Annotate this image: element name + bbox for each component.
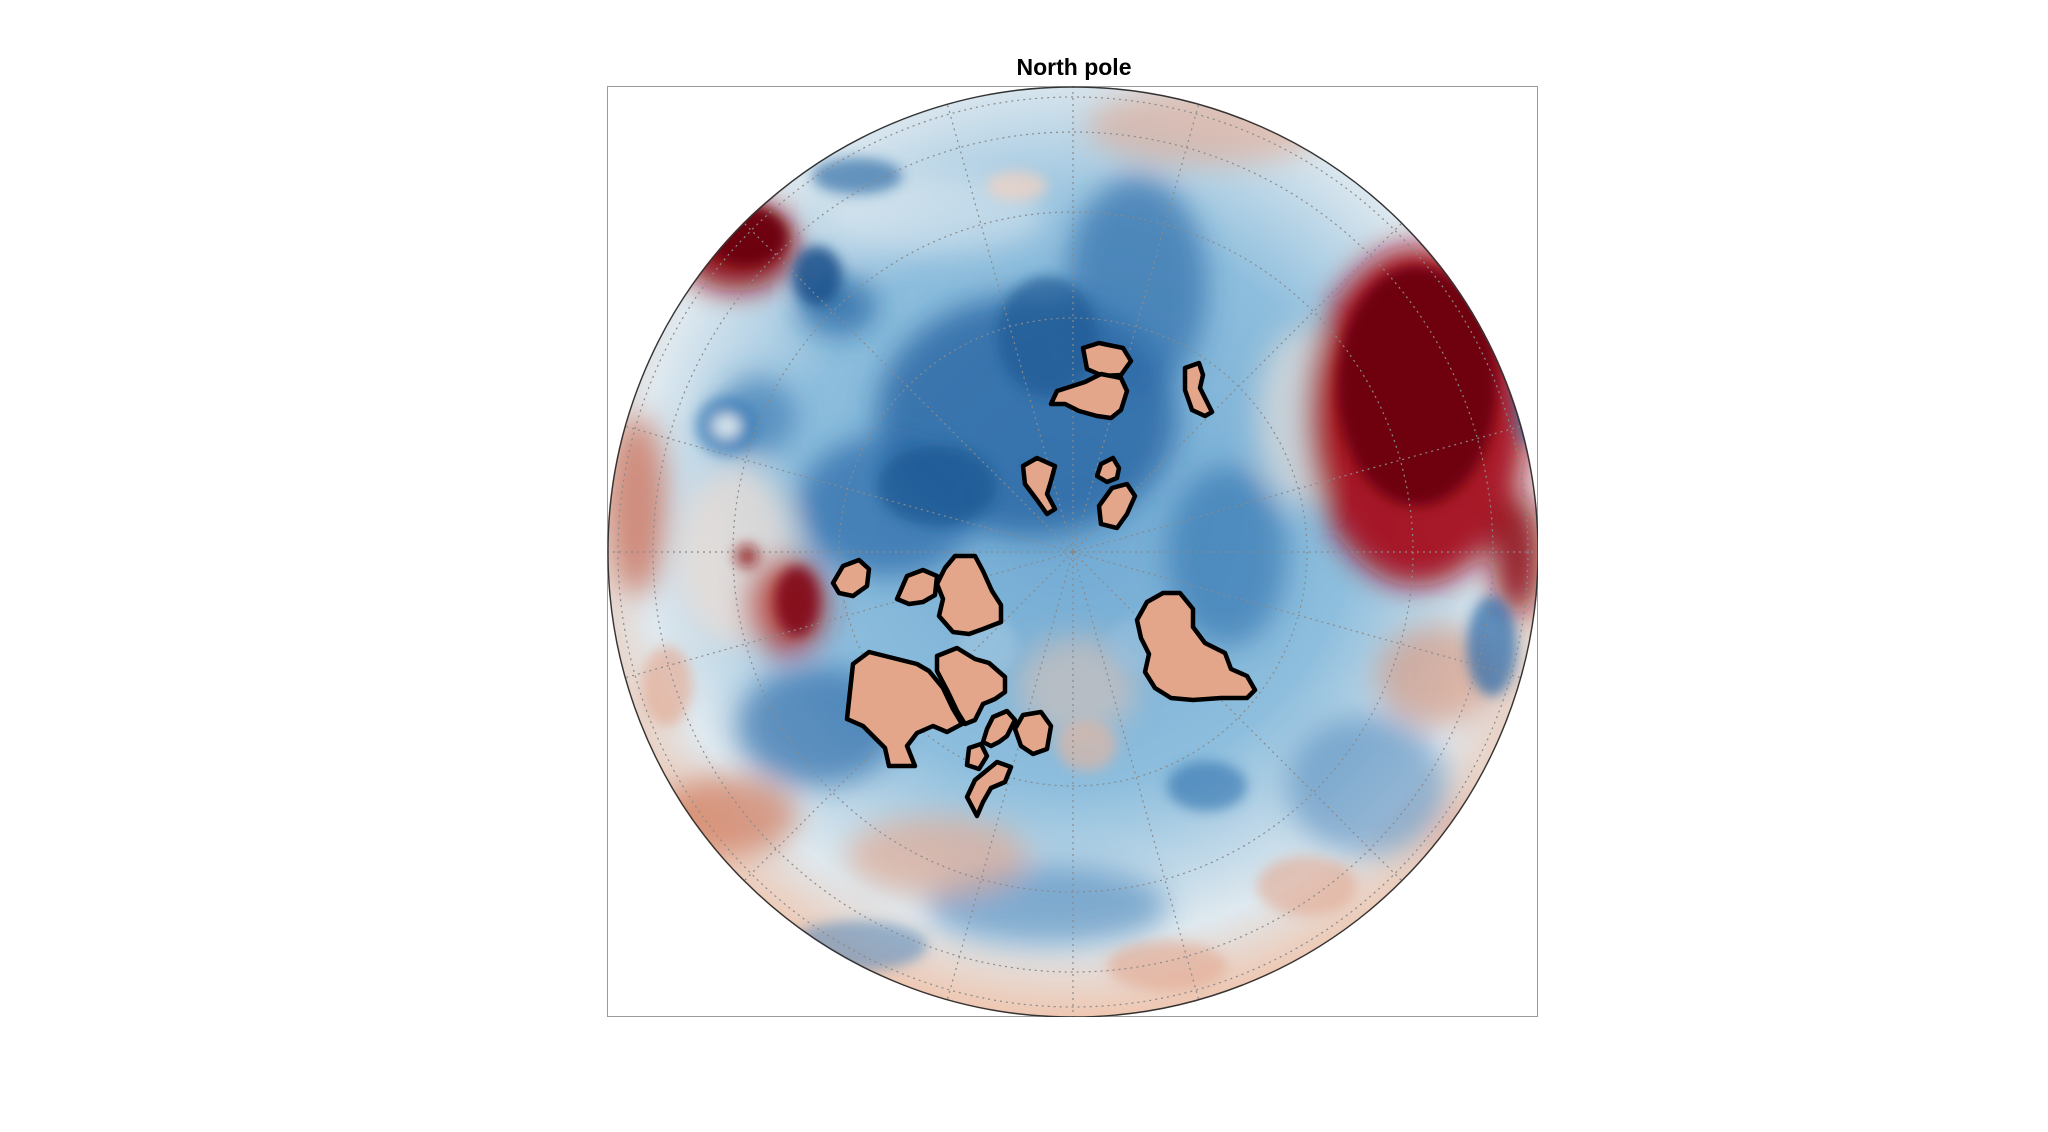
map-title: North pole (1016, 54, 1132, 80)
region-outline (1094, 455, 1122, 485)
region-outline (964, 759, 1014, 819)
region-outline (1048, 371, 1130, 421)
region-outline (830, 557, 872, 599)
region-outline (1182, 360, 1215, 419)
region-outline (894, 567, 940, 607)
region-outline (844, 649, 965, 769)
globe-field (607, 86, 1538, 1017)
region-outline (980, 708, 1018, 749)
region-outline (1012, 709, 1054, 757)
region-outline (1080, 340, 1134, 379)
region-outline (934, 645, 1008, 727)
outlined-regions (830, 340, 1258, 819)
region-outline (1020, 455, 1058, 517)
polar-map (607, 86, 1538, 1017)
region-outline (1096, 481, 1138, 531)
region-outline (1134, 590, 1258, 703)
globe-outline (607, 86, 1538, 1017)
region-outline (964, 741, 990, 772)
region-outline (934, 553, 1004, 637)
